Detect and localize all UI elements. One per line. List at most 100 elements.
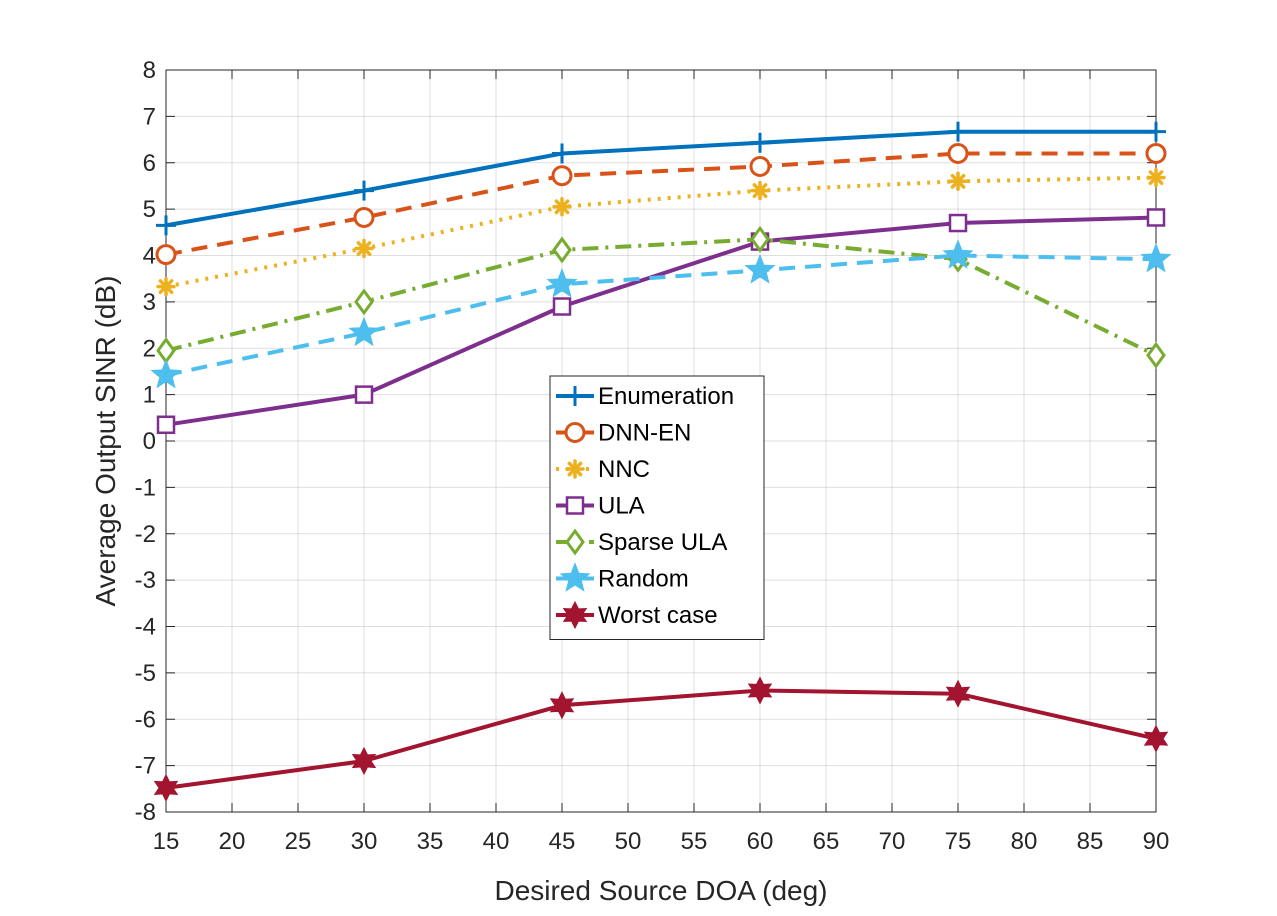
x-tick-label: 30: [351, 828, 378, 855]
x-tick-label: 35: [417, 828, 444, 855]
x-tick-label: 80: [1011, 828, 1038, 855]
data-point-random: [1140, 242, 1172, 273]
legend-entry-sparse-ula: Sparse ULA: [556, 528, 727, 556]
data-point-enumeration: [354, 180, 374, 201]
marker-stroke: [567, 461, 583, 477]
data-point-random: [546, 267, 578, 298]
series-enumeration: [156, 121, 1166, 236]
data-point-enumeration: [552, 143, 572, 164]
data-point-ula: [156, 415, 176, 435]
legend-entry-enumeration: Enumeration: [556, 383, 734, 410]
y-tick-label: 2: [143, 335, 156, 362]
data-point-sparse-ula: [1146, 341, 1166, 369]
x-tick-label: 55: [681, 828, 708, 855]
legend-box: [549, 375, 765, 640]
y-tick-label: -6: [135, 706, 156, 733]
legend: Enumeration DNN-EN NNC ULA Sparse ULA Random W…: [549, 375, 765, 640]
legend-marker: [562, 600, 588, 630]
legend-marker: [559, 562, 591, 592]
x-tick-label: 60: [747, 828, 774, 855]
data-point-nnc: [750, 180, 770, 201]
x-tick-label: 65: [813, 828, 840, 855]
legend-label: Enumeration: [598, 383, 734, 410]
y-tick-label: 4: [143, 243, 156, 270]
data-point-worst-case: [1143, 724, 1169, 753]
legend-entry-dnn-en: DNN-EN: [556, 420, 691, 447]
legend-marker: [565, 496, 585, 515]
y-tick-label: 8: [143, 57, 156, 84]
y-tick-label: -2: [135, 521, 156, 548]
data-point-nnc: [1146, 167, 1166, 188]
data-point-ula: [948, 213, 968, 233]
data-point-dnn-en: [155, 244, 177, 266]
series-nnc: [156, 167, 1166, 297]
x-tick-label: 45: [549, 828, 576, 855]
legend-label: Random: [598, 566, 689, 593]
data-point-dnn-en: [1145, 142, 1167, 164]
x-tick-label: 70: [879, 828, 906, 855]
data-point-dnn-en: [353, 206, 375, 228]
legend-entry-worst-case: Worst case: [556, 600, 718, 630]
series-random: [150, 239, 1172, 389]
legend-label: DNN-EN: [598, 420, 691, 447]
data-point-enumeration: [948, 121, 968, 142]
series-line-sparse-ula: [165, 237, 1157, 357]
data-point-dnn-en: [749, 155, 771, 177]
x-tick-label: 25: [285, 828, 312, 855]
data-point-nnc: [156, 276, 176, 297]
series-group: [150, 121, 1172, 803]
series-line-worst-case: [165, 688, 1157, 790]
data-point-sparse-ula: [354, 288, 374, 316]
data-point-worst-case: [945, 679, 971, 708]
x-tick-label: 75: [945, 828, 972, 855]
series-line-enumeration: [165, 129, 1156, 228]
y-tick-label: 1: [143, 382, 156, 409]
legend-entry-nnc: NNC: [556, 456, 650, 483]
data-point-worst-case: [549, 691, 575, 720]
y-tick-label: 0: [143, 428, 156, 455]
legend-label: Worst case: [598, 602, 718, 629]
data-point-random: [150, 358, 182, 389]
axes: 15 20 25 30 35 40 45 50 55 60 65 70 75 80 85 90-8-7-6-5…: [135, 57, 1170, 855]
series-worst-case: [153, 676, 1169, 803]
data-point-worst-case: [351, 746, 377, 776]
data-point-nnc: [552, 197, 572, 217]
data-point-enumeration: [156, 215, 176, 236]
data-point-random: [744, 253, 776, 284]
x-tick-label: 20: [219, 828, 246, 855]
legend-label: NNC: [598, 456, 650, 483]
x-tick-label: 40: [483, 828, 510, 855]
marker-stroke: [752, 183, 768, 198]
legend-marker: [564, 422, 586, 443]
data-point-dnn-en: [551, 165, 573, 187]
data-point-dnn-en: [947, 142, 969, 164]
y-tick-label: -7: [135, 753, 156, 780]
series-line-dnn-en: [165, 151, 1156, 257]
marker-stroke: [158, 279, 174, 294]
series-dnn-en: [155, 142, 1167, 266]
legend-entry-ula: ULA: [556, 493, 645, 520]
marker-stroke: [950, 173, 966, 189]
data-point-nnc: [948, 171, 968, 192]
y-tick-label: 7: [143, 103, 156, 130]
y-tick-label: 6: [143, 150, 156, 177]
y-tick-label: -5: [135, 660, 156, 687]
y-tick-label: -8: [135, 799, 156, 826]
legend-marker: [565, 459, 585, 479]
y-tick-label: 3: [143, 289, 156, 316]
y-tick-label: -4: [135, 614, 156, 641]
x-tick-label: 90: [1143, 828, 1170, 855]
data-point-enumeration: [1146, 121, 1166, 142]
data-point-ula: [552, 297, 572, 316]
y-tick-label: -1: [135, 474, 156, 501]
x-tick-label: 15: [153, 828, 180, 855]
series-line-random: [165, 253, 1157, 378]
data-point-sparse-ula: [552, 236, 572, 264]
y-axis-title: Average Output SINR (dB): [90, 276, 121, 607]
marker-stroke: [1148, 170, 1164, 185]
x-tick-label: 50: [615, 828, 642, 855]
y-tick-label: 5: [143, 196, 156, 223]
data-point-ula: [354, 385, 374, 404]
data-point-ula: [1146, 208, 1166, 227]
